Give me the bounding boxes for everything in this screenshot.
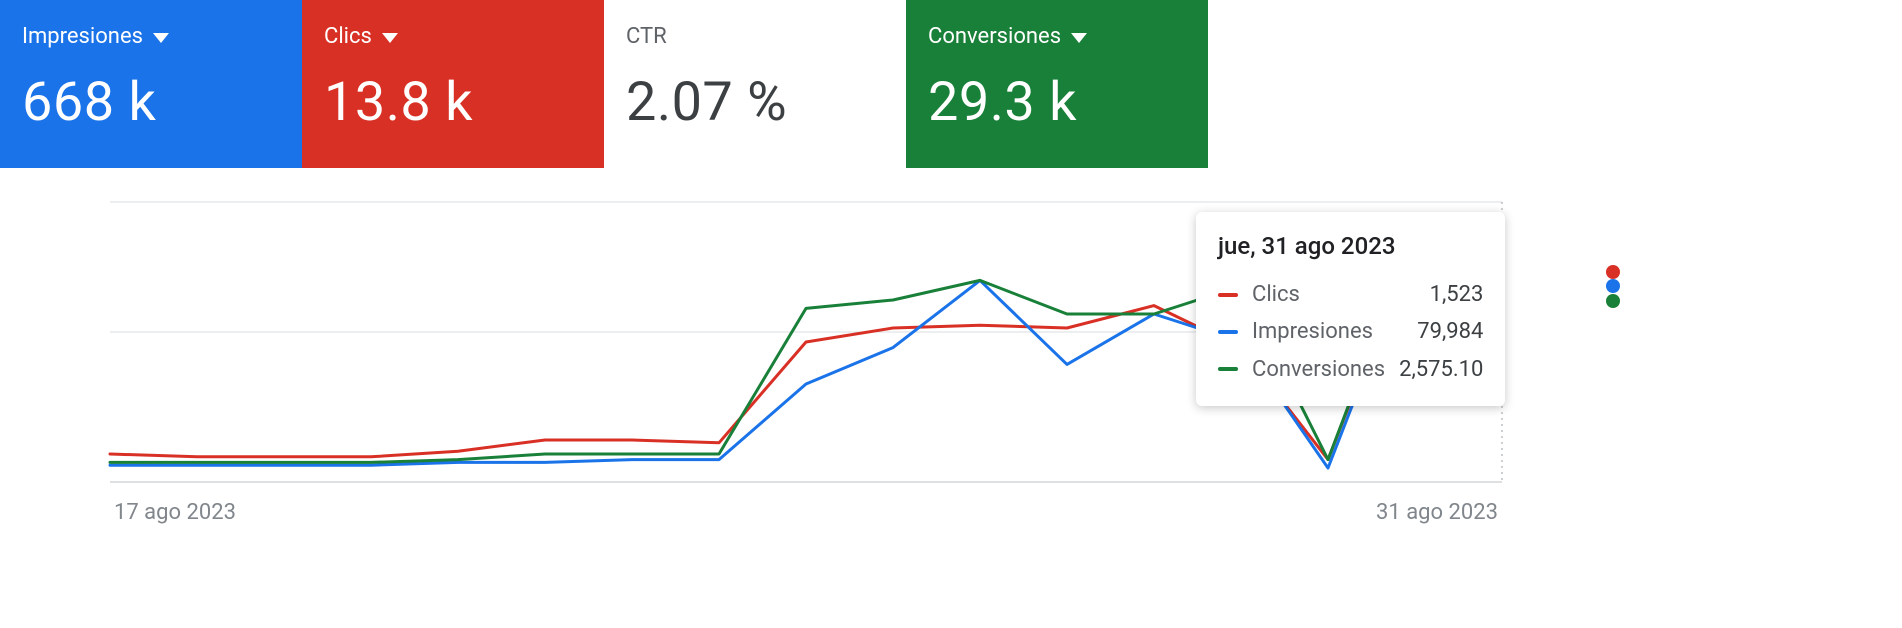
- chevron-down-icon: [382, 33, 398, 43]
- metric-label: Conversiones: [928, 26, 1061, 48]
- metric-card-header: CTR: [626, 26, 884, 48]
- tooltip-row: Clics 1,523: [1218, 276, 1483, 313]
- x-axis-start: 17 ago 2023: [114, 500, 236, 525]
- metric-value: 2.07 %: [626, 76, 884, 130]
- tooltip-label: Impresiones: [1252, 313, 1403, 350]
- metric-value: 668 k: [22, 76, 280, 130]
- tooltip-row: Conversiones 2,575.10: [1218, 351, 1483, 388]
- tooltip-value: 79,984: [1417, 313, 1483, 350]
- metric-card-ctr: CTR 2.07 %: [604, 0, 906, 168]
- chart-area: jue, 31 ago 2023 Clics 1,523 Impresiones 79…: [96, 192, 1516, 525]
- metric-label: Clics: [324, 26, 372, 48]
- tooltip-date: jue, 31 ago 2023: [1218, 232, 1483, 260]
- chevron-down-icon: [1071, 33, 1087, 43]
- metric-card-conversiones[interactable]: Conversiones 29.3 k: [906, 0, 1208, 168]
- end-marker: [1606, 294, 1620, 308]
- x-axis-end: 31 ago 2023: [1376, 500, 1498, 525]
- metric-card-header: Clics: [324, 26, 582, 48]
- metric-card-impresiones[interactable]: Impresiones 668 k: [0, 0, 302, 168]
- series-swatch: [1218, 367, 1238, 371]
- metric-label: CTR: [626, 26, 667, 48]
- tooltip-row: Impresiones 79,984: [1218, 313, 1483, 350]
- tooltip-value: 1,523: [1430, 276, 1484, 313]
- metric-value: 29.3 k: [928, 76, 1186, 130]
- metric-label: Impresiones: [22, 26, 143, 48]
- tooltip-label: Clics: [1252, 276, 1416, 313]
- metric-cards-row: Impresiones 668 k Clics 13.8 k CTR 2.07 % Conv…: [0, 0, 1902, 168]
- x-axis-labels: 17 ago 2023 31 ago 2023: [96, 500, 1516, 525]
- end-marker: [1606, 279, 1620, 293]
- metric-card-header: Impresiones: [22, 26, 280, 48]
- tooltip-value: 2,575.10: [1399, 351, 1483, 388]
- metric-value: 13.8 k: [324, 76, 582, 130]
- series-swatch: [1218, 330, 1238, 334]
- series-swatch: [1218, 293, 1238, 297]
- chevron-down-icon: [153, 33, 169, 43]
- metric-card-header: Conversiones: [928, 26, 1186, 48]
- chart-tooltip: jue, 31 ago 2023 Clics 1,523 Impresiones 79…: [1196, 212, 1505, 406]
- metric-card-clics[interactable]: Clics 13.8 k: [302, 0, 604, 168]
- end-marker: [1606, 265, 1620, 279]
- tooltip-label: Conversiones: [1252, 351, 1385, 388]
